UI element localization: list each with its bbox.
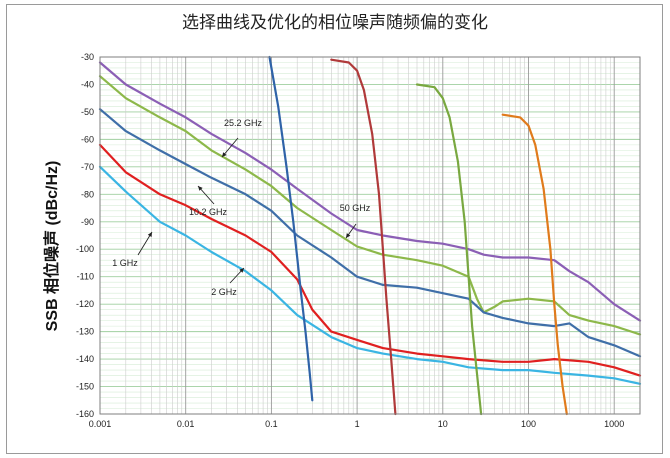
annotation-label: 25.2 GHz bbox=[224, 118, 263, 128]
y-tick-label: -120 bbox=[76, 299, 94, 309]
x-tick-label: 0.01 bbox=[177, 419, 195, 429]
x-tick-label: 1000 bbox=[604, 419, 624, 429]
x-tick-label: 1 bbox=[355, 419, 360, 429]
y-tick-label: -70 bbox=[81, 162, 94, 172]
series-line bbox=[98, 61, 642, 322]
x-tick-label: 100 bbox=[521, 419, 536, 429]
tick-labels: -30 -40 -50 -60 -70 -80 -90 -100 -110 -120 -130 -14… bbox=[76, 52, 624, 429]
annotation-arrowhead bbox=[198, 186, 203, 191]
series-line bbox=[415, 83, 483, 416]
annotation-label: 2 GHz bbox=[211, 287, 237, 297]
annotations: 25.2 GHz 10.2 GHz 1 GHz 2 GHz 50 GHz bbox=[112, 118, 371, 297]
series-line bbox=[98, 75, 642, 336]
y-tick-label: -60 bbox=[81, 134, 94, 144]
series-lines bbox=[98, 55, 642, 416]
series-line bbox=[330, 58, 397, 416]
series-line bbox=[268, 55, 314, 402]
y-tick-label: -140 bbox=[76, 354, 94, 364]
y-tick-label: -30 bbox=[81, 52, 94, 62]
x-tick-label: 0.001 bbox=[89, 419, 112, 429]
series-line bbox=[98, 108, 642, 358]
series-line bbox=[501, 113, 568, 416]
plot-border bbox=[99, 56, 641, 415]
x-tick-label: 0.1 bbox=[265, 419, 278, 429]
series-line bbox=[98, 165, 642, 385]
y-tick-label: -110 bbox=[77, 272, 94, 282]
series-line bbox=[98, 143, 642, 377]
y-tick-label: -100 bbox=[76, 244, 94, 254]
x-tick-label: 10 bbox=[438, 419, 448, 429]
annotation-arrowhead bbox=[239, 268, 244, 273]
y-tick-label: -90 bbox=[81, 217, 94, 227]
y-tick-label: -50 bbox=[81, 107, 94, 117]
annotation-arrowhead bbox=[222, 152, 227, 157]
y-tick-label: -160 bbox=[76, 409, 94, 419]
annotation-arrowhead bbox=[147, 232, 152, 237]
annotation-label: 10.2 GHz bbox=[189, 207, 228, 217]
annotation-label: 50 GHz bbox=[340, 203, 371, 213]
y-tick-label: -40 bbox=[81, 79, 94, 89]
annotation-arrowhead bbox=[346, 233, 351, 238]
y-tick-label: -130 bbox=[76, 327, 94, 337]
y-tick-label: -80 bbox=[81, 189, 94, 199]
annotation-label: 1 GHz bbox=[112, 258, 138, 268]
y-tick-label: -150 bbox=[76, 382, 94, 392]
chart-title: 选择曲线及优化的相位噪声随频偏的变化 bbox=[182, 13, 488, 33]
